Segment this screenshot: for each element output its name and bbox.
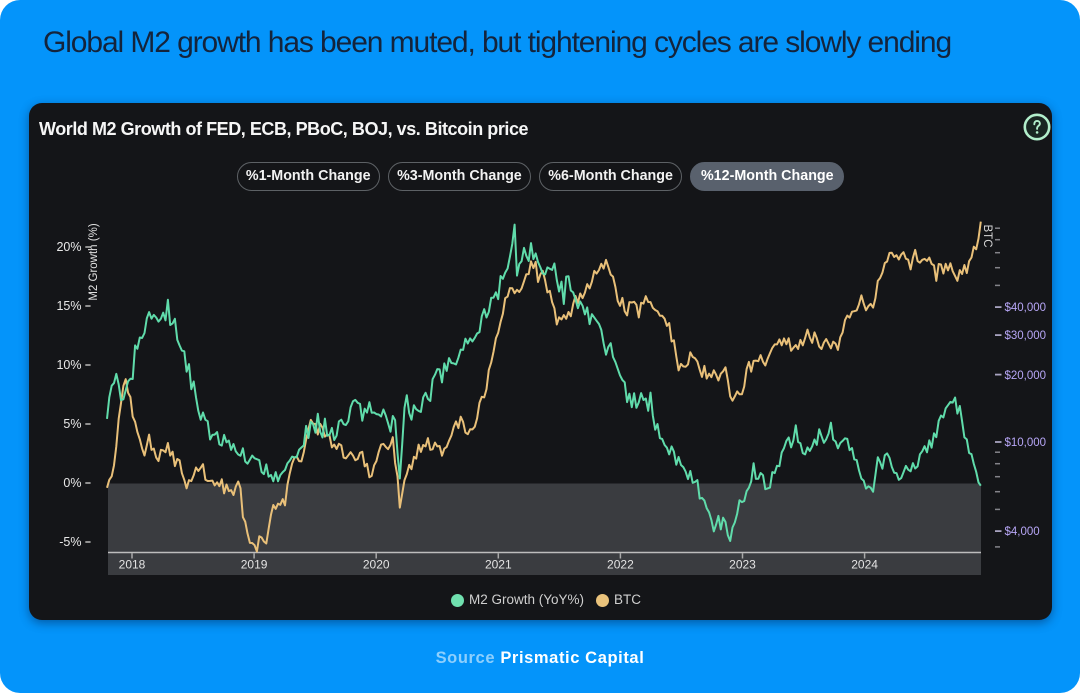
svg-text:BTC: BTC	[981, 225, 993, 248]
svg-text:M2 Growth (%): M2 Growth (%)	[88, 223, 100, 300]
svg-text:5%: 5%	[63, 417, 81, 431]
svg-text:$20,000: $20,000	[1005, 370, 1047, 382]
svg-text:2019: 2019	[241, 558, 268, 572]
svg-text:$10,000: $10,000	[1005, 437, 1047, 449]
svg-text:20%: 20%	[56, 240, 81, 254]
svg-text:$4,000: $4,000	[1005, 526, 1040, 538]
svg-text:$40,000: $40,000	[1005, 302, 1047, 314]
svg-text:2020: 2020	[363, 558, 390, 572]
svg-text:$30,000: $30,000	[1005, 330, 1047, 342]
svg-text:10%: 10%	[56, 358, 81, 372]
svg-text:2024: 2024	[851, 558, 878, 572]
svg-text:2018: 2018	[119, 558, 146, 572]
svg-text:2022: 2022	[607, 558, 634, 572]
svg-text:2023: 2023	[729, 558, 756, 572]
svg-text:-5%: -5%	[59, 535, 81, 549]
svg-text:15%: 15%	[56, 299, 81, 313]
svg-text:2021: 2021	[485, 558, 512, 572]
svg-text:0%: 0%	[63, 476, 81, 490]
